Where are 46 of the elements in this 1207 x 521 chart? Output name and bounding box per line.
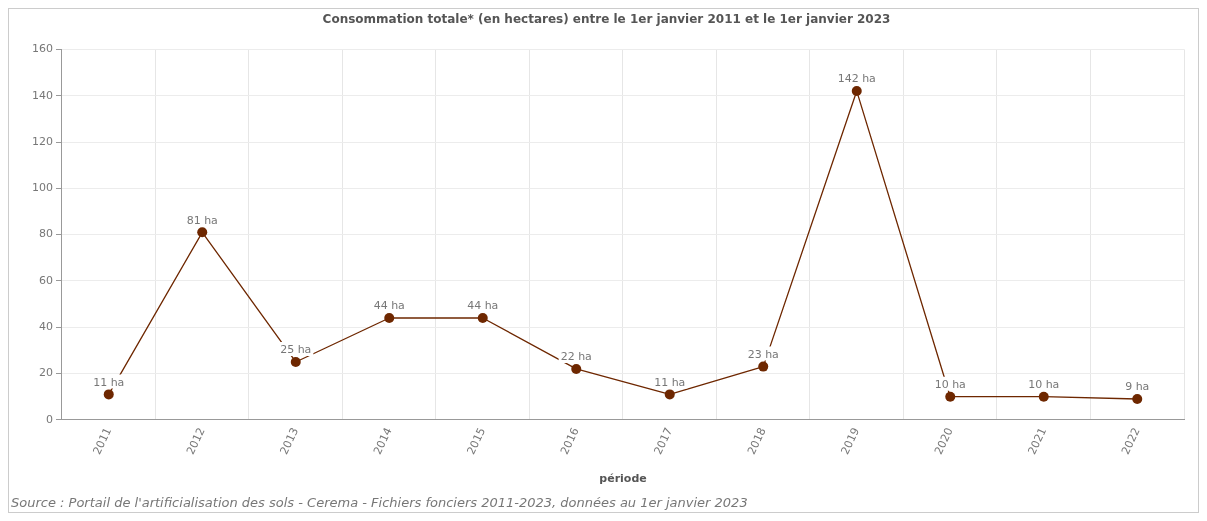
point [945, 391, 956, 402]
point [477, 312, 488, 323]
x-tick-label: 2020 [931, 425, 956, 457]
y-tick-label: 100 [32, 181, 53, 195]
data-label: 44 ha [373, 299, 405, 313]
point [103, 389, 114, 400]
point [1038, 391, 1049, 402]
x-tick-label: 2017 [651, 425, 676, 457]
point [758, 361, 769, 372]
x-tick-label: 2016 [557, 425, 582, 457]
point [290, 356, 301, 367]
x-tick-label: 2015 [464, 425, 489, 457]
data-label: 81 ha [186, 213, 218, 227]
data-label: 142 ha [837, 72, 876, 86]
x-tick-label: 2013 [277, 425, 302, 457]
point [571, 363, 582, 374]
x-tick-label: 2018 [744, 425, 769, 457]
data-label: 9 ha [1125, 380, 1150, 394]
data-label: 11 ha [654, 375, 686, 389]
y-tick-label: 140 [32, 88, 53, 102]
y-tick-label: 160 [32, 42, 53, 56]
y-tick-label: 80 [39, 227, 53, 241]
source-note: Source : Portail de l'artificialisation des sols - Cerema - Fichiers fonciers 2011-2023, données au 1er janvier 2023 [11, 494, 748, 510]
data-label: 22 ha [560, 350, 592, 364]
x-tick-label: 2019 [838, 425, 863, 457]
point [384, 312, 395, 323]
y-tick-label: 60 [39, 273, 53, 287]
data-label: 23 ha [747, 347, 779, 361]
data-label: 11 ha [93, 375, 125, 389]
x-tick-label: 2021 [1025, 425, 1050, 457]
data-label: 10 ha [1028, 378, 1060, 392]
data-label: 44 ha [467, 299, 499, 313]
point [1132, 394, 1143, 405]
y-tick-label: 0 [46, 412, 53, 426]
x-tick-label: 2014 [370, 425, 395, 457]
y-tick-label: 20 [39, 366, 53, 380]
x-tick-label: 2011 [90, 425, 115, 457]
data-label: 10 ha [934, 378, 966, 392]
x-axis-title: période [599, 472, 647, 486]
y-tick-label: 120 [32, 134, 53, 148]
chart-title: Consommation totale* (en hectares) entre le 1er janvier 2011 et le 1er janvier 2023 [322, 12, 891, 27]
data-label: 25 ha [280, 343, 312, 357]
y-tick-label: 40 [39, 320, 53, 334]
point [197, 227, 208, 238]
point [851, 86, 862, 97]
point [664, 389, 675, 400]
